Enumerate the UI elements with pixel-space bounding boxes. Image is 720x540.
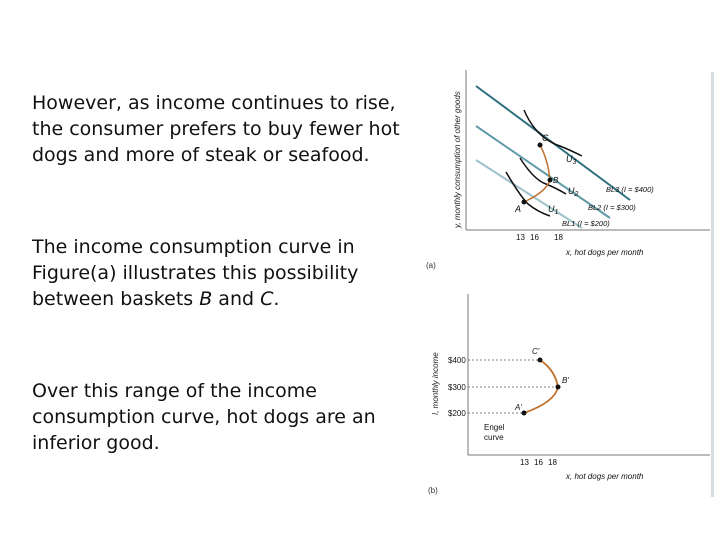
bl2-label: BL2 (I = $300) xyxy=(588,203,636,212)
point-c-prime-label: C' xyxy=(532,347,540,356)
bl3-label: BL3 (I = $400) xyxy=(606,185,654,194)
curve-u3-label: U3 xyxy=(566,154,577,166)
point-a-prime-label: A' xyxy=(514,403,522,412)
point-a-label: A xyxy=(514,204,521,214)
p2-suffix: . xyxy=(273,288,280,310)
p2-mid: and xyxy=(212,288,261,310)
point-b-label: B xyxy=(553,176,559,185)
fig-b-panel-label: (b) xyxy=(428,486,438,495)
budget-line-1 xyxy=(475,159,583,229)
indifference-curve-u1 xyxy=(505,171,551,217)
right-edge-rule xyxy=(711,72,714,497)
fig-b-tick-13: 13 xyxy=(520,458,529,467)
fig-a-y-label: y, monthly consumption of other goods xyxy=(453,91,462,229)
fig-a-x-label: x, hot dogs per month xyxy=(565,248,644,257)
point-c-prime xyxy=(537,357,543,363)
engel-label-1: Engel xyxy=(484,423,505,432)
figure-a-icc: y, monthly consumption of other goods A … xyxy=(426,70,710,270)
curve-u1-label: U1 xyxy=(548,204,559,216)
fig-b-tick-300: $300 xyxy=(448,383,466,392)
budget-line-2 xyxy=(475,125,611,219)
engel-label-2: curve xyxy=(484,433,504,442)
point-c-label: C xyxy=(542,133,549,143)
paragraph-income-rise: However, as income continues to rise, th… xyxy=(32,92,400,166)
fig-b-tick-18: 18 xyxy=(548,458,557,467)
point-a-prime xyxy=(521,410,527,416)
figure-b-engel: I, monthly income A' B' C' $400 $300 $20… xyxy=(428,294,710,495)
engel-curve xyxy=(523,359,559,414)
point-b xyxy=(547,177,553,183)
point-b-prime xyxy=(555,384,561,390)
basket-b-label: B xyxy=(199,288,213,310)
point-a xyxy=(521,199,527,205)
basket-c-label: C xyxy=(260,288,274,310)
fig-a-tick-13: 13 xyxy=(516,233,525,242)
bl1-label: BL1 (I = $200) xyxy=(562,219,610,228)
indifference-curve-u3 xyxy=(523,109,583,157)
indifference-curve-u2 xyxy=(519,157,567,195)
fig-b-x-label: x, hot dogs per month xyxy=(565,472,644,481)
point-b-prime-label: B' xyxy=(562,376,569,385)
fig-b-tick-16: 16 xyxy=(534,458,543,467)
fig-a-tick-18: 18 xyxy=(554,233,563,242)
curve-u2-label: U2 xyxy=(568,186,579,198)
fig-a-tick-16: 16 xyxy=(530,233,539,242)
p2-prefix: The income consumption curve in Figure(a… xyxy=(32,236,359,310)
point-c xyxy=(537,142,543,148)
paragraph-icc-figure: The income consumption curve in Figure(a… xyxy=(32,234,422,312)
fig-b-tick-400: $400 xyxy=(448,356,466,365)
fig-b-y-label: I, monthly income xyxy=(431,352,440,415)
paragraph-inferior-good: Over this range of the income consumptio… xyxy=(32,380,376,454)
fig-a-panel-label: (a) xyxy=(426,261,436,270)
fig-b-tick-200: $200 xyxy=(448,409,466,418)
